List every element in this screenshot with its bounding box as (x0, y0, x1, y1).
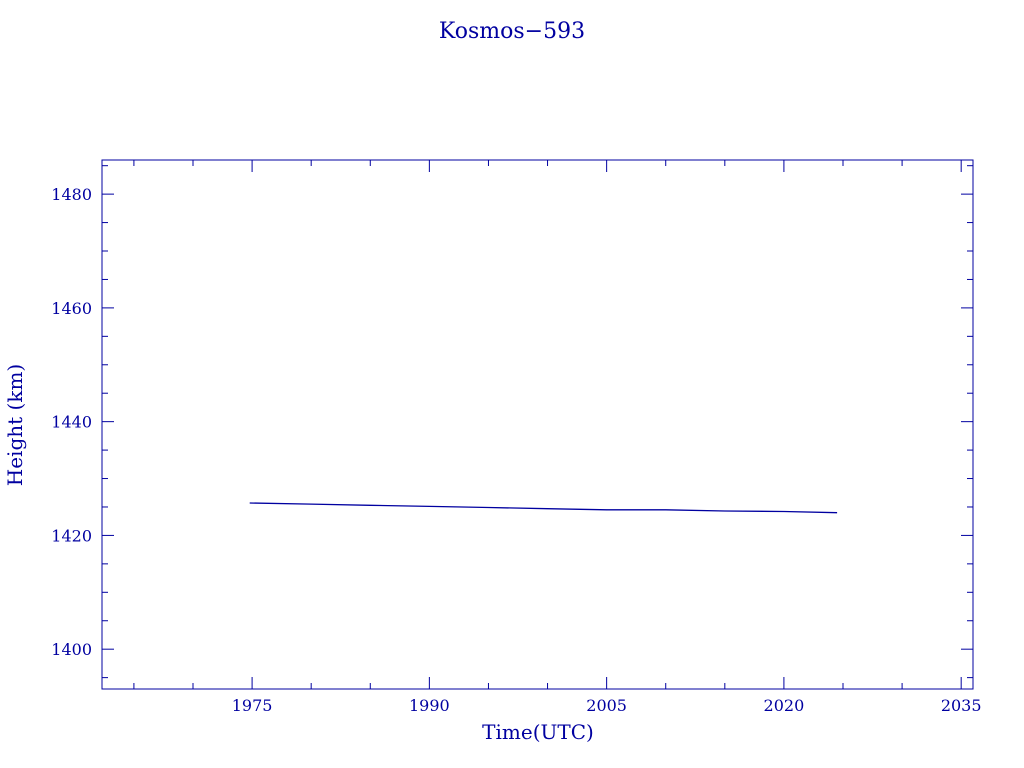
y-tick-label: 1460 (51, 299, 92, 318)
y-tick-label: 1420 (51, 526, 92, 545)
x-tick-label: 1990 (409, 696, 450, 715)
y-tick-label: 1400 (51, 640, 92, 659)
x-tick-label: 1975 (232, 696, 273, 715)
series-line (249, 502, 838, 514)
x-tick-label: 2020 (764, 696, 805, 715)
y-tick-label: 1440 (51, 413, 92, 432)
x-tick-labels: 1975 1990 2005 2020 2035 (232, 696, 982, 715)
y-tick-labels: 1400 1420 1440 1460 1480 (51, 185, 92, 659)
x-tick-label: 2005 (586, 696, 627, 715)
chart-title: Kosmos−593 (439, 19, 585, 44)
x-axis-label: Time(UTC) (482, 720, 594, 744)
y-tick-label: 1480 (51, 185, 92, 204)
tick-marks (102, 160, 973, 689)
y-axis-label: Height (km) (3, 364, 27, 486)
x-tick-label: 2035 (941, 696, 982, 715)
plot-frame (101, 159, 974, 690)
